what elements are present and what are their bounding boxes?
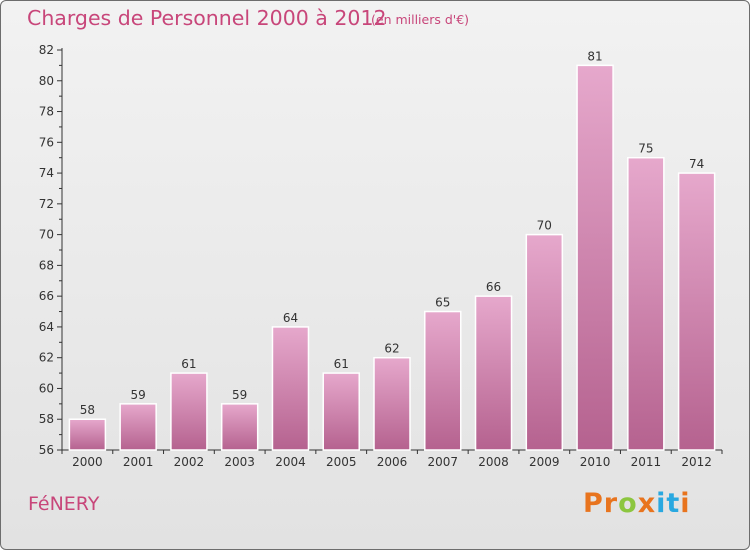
chart-title: Charges de Personnel 2000 à 2012 [27,6,387,30]
bar-2004 [271,326,310,451]
y-tick-label: 70 [39,228,54,242]
y-tick-label: 56 [39,443,54,457]
bar-2012 [677,172,716,451]
x-tick-label-2008: 2008 [478,455,509,469]
bar-2001 [119,403,157,451]
x-tick-label-2009: 2009 [529,455,560,469]
data-label-2010: 81 [587,49,602,63]
bar-2000 [68,418,107,451]
data-label-2006: 62 [384,342,399,356]
data-label-2008: 66 [486,280,501,294]
logo-letter: r [603,488,619,519]
data-label-2004: 64 [283,311,298,325]
bar-2008 [474,295,513,451]
x-tick-label-2006: 2006 [377,455,408,469]
bar-2009 [525,233,564,451]
y-tick-label: 76 [39,135,54,149]
y-tick-label: 74 [39,166,54,180]
y-tick-label: 64 [39,320,54,334]
data-label-2003: 59 [232,388,247,402]
y-tick-label: 80 [39,74,54,88]
data-label-2001: 59 [131,388,146,402]
y-tick-label: 60 [39,381,54,395]
logo-letter: P [583,488,604,519]
logo-letter: i [656,488,667,519]
x-tick-label-2002: 2002 [174,455,205,469]
x-tick-label-2004: 2004 [275,455,306,469]
logo-letter: t [666,488,681,519]
data-label-2011: 75 [638,142,653,156]
y-tick-label: 62 [39,351,54,365]
y-tick-label: 66 [39,289,54,303]
y-tick-label: 78 [39,105,54,119]
y-tick-label: 72 [39,197,54,211]
data-label-2002: 61 [181,357,196,371]
x-tick-label-2007: 2007 [427,455,458,469]
chart-subtitle: (en milliers d'€) [371,12,470,27]
bar-2007 [424,310,462,451]
proxiti-logo: Proxiti [583,488,691,519]
bar-2005 [322,372,360,451]
bar-2010 [576,64,614,451]
data-label-2007: 65 [435,296,450,310]
bar-2011 [627,156,665,451]
logo-letter: o [618,488,638,519]
x-tick-label-2012: 2012 [681,455,712,469]
x-tick-label-2003: 2003 [224,455,255,469]
logo-letter: i [680,488,691,519]
data-label-2012: 74 [689,157,704,171]
x-tick-label-2005: 2005 [326,455,357,469]
bar-2006 [373,356,411,451]
x-tick-label-2010: 2010 [580,455,611,469]
data-label-2005: 61 [334,357,349,371]
x-tick-label-2011: 2011 [631,455,662,469]
x-tick-label-2000: 2000 [72,455,103,469]
labels: 56 58 60 62 64 66 68 70 72 74 76 78 80 82 58 2000 59 2001… [39,43,712,469]
y-tick-label: 82 [39,43,54,57]
bars [68,64,716,451]
data-label-2000: 58 [80,403,95,417]
bar-2002 [170,372,208,451]
data-label-2009: 70 [537,219,552,233]
y-tick-label: 68 [39,258,54,272]
x-tick-label-2001: 2001 [123,455,154,469]
commune-name: FéNERY [28,493,100,515]
logo-letter: x [637,488,657,519]
bar-2003 [220,403,259,451]
y-tick-label: 58 [39,412,54,426]
